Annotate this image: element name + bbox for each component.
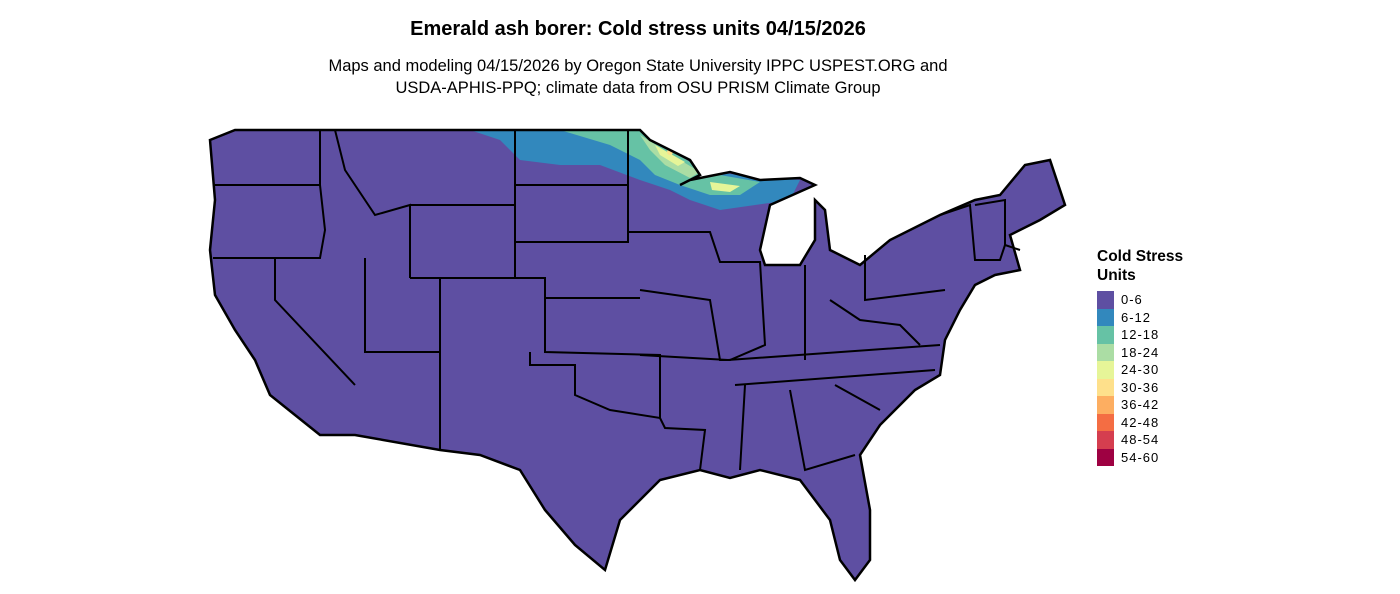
legend-item: 18-24 — [1097, 343, 1207, 361]
legend-label: 54-60 — [1121, 449, 1160, 465]
map-title: Emerald ash borer: Cold stress units 04/… — [410, 18, 866, 40]
legend-swatch — [1097, 343, 1114, 361]
legend-item: 48-54 — [1097, 431, 1207, 449]
legend-swatch — [1097, 291, 1114, 309]
legend-title-line-1: Cold Stress — [1097, 248, 1184, 265]
state-borders — [213, 129, 1021, 472]
map-subtitle: Maps and modeling 04/15/2026 by Oregon S… — [0, 55, 1276, 99]
zone-12-18 — [560, 130, 760, 195]
legend-item: 54-60 — [1097, 448, 1207, 466]
legend-swatch — [1097, 396, 1114, 414]
legend-item: 42-48 — [1097, 413, 1207, 431]
legend-label: 30-36 — [1121, 379, 1160, 395]
legend-swatch — [1097, 308, 1114, 326]
legend-label: 48-54 — [1121, 432, 1160, 448]
legend-title-line-2: Units — [1097, 267, 1136, 284]
legend-label: 6-12 — [1121, 309, 1152, 325]
legend-label: 18-24 — [1121, 344, 1160, 360]
legend-item: 12-18 — [1097, 326, 1207, 344]
legend-item: 30-36 — [1097, 378, 1207, 396]
legend-label: 24-30 — [1121, 362, 1160, 378]
legend: Cold Stress Units 0-6 6-12 12-18 18-24 24-30… — [1097, 247, 1207, 466]
subtitle-line-2: USDA-APHIS-PPQ; climate data from OSU PR… — [395, 79, 881, 97]
legend-swatch — [1097, 378, 1114, 396]
legend-item: 6-12 — [1097, 308, 1207, 326]
zone-24-30 — [655, 145, 740, 192]
legend-swatch — [1097, 413, 1114, 431]
subtitle-line-1: Maps and modeling 04/15/2026 by Oregon S… — [328, 57, 948, 75]
legend-item: 0-6 — [1097, 291, 1207, 309]
legend-label: 0-6 — [1121, 292, 1143, 308]
legend-item: 36-42 — [1097, 396, 1207, 414]
legend-label: 36-42 — [1121, 397, 1160, 413]
legend-swatch — [1097, 326, 1114, 344]
legend-swatch — [1097, 361, 1114, 379]
legend-item: 24-30 — [1097, 361, 1207, 379]
legend-title: Cold Stress Units — [1097, 247, 1207, 285]
legend-swatch — [1097, 431, 1114, 449]
legend-label: 12-18 — [1121, 327, 1160, 343]
legend-label: 42-48 — [1121, 414, 1160, 430]
legend-swatch — [1097, 448, 1114, 466]
